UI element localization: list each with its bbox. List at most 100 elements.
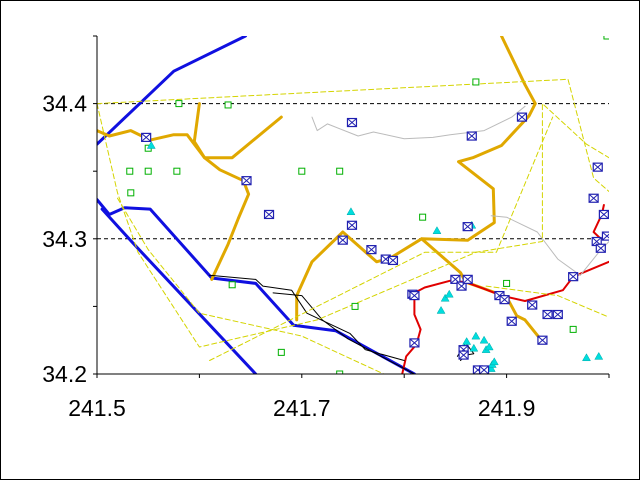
cyan-triangle-marker-2 [432, 226, 442, 234]
line-orange-mid [192, 102, 251, 281]
line-blue-fault-inner [100, 207, 258, 374]
line-orange-east [295, 36, 537, 322]
line-red-fault-east [592, 204, 605, 240]
cyan-triangle-marker-7 [462, 337, 472, 345]
boxed-x-marker-32 [592, 162, 603, 172]
green-square-marker-0 [126, 167, 134, 175]
boxed-x-marker-20 [478, 365, 490, 374]
boxed-x-marker-15 [458, 350, 469, 360]
boxed-x-marker-11 [409, 338, 420, 348]
y-tick-label: 34.4 [42, 91, 87, 117]
green-square-marker-1 [127, 189, 135, 197]
boxed-x-marker-26 [537, 335, 548, 345]
boxed-x-cross-b [410, 291, 419, 300]
boxed-x-marker-25 [527, 300, 538, 310]
line-blue-fault-upper [97, 36, 247, 146]
cyan-triangle-marker-14 [486, 364, 496, 372]
cyan-triangle-marker-1 [346, 207, 356, 216]
boxed-x-cross-b [538, 336, 547, 345]
cyan-triangle-marker-5 [444, 289, 454, 298]
line-yellow-polygon-3 [209, 116, 554, 361]
green-square-marker-2 [144, 167, 152, 175]
boxed-x-cross-b [593, 163, 603, 172]
line-gray-road-east [490, 215, 609, 276]
boxed-x-marker-17 [462, 274, 473, 284]
line-yellow-polygon-4 [485, 285, 609, 318]
boxed-x-cross-b [367, 245, 376, 254]
boxed-x-marker-35 [601, 231, 609, 241]
boxed-x-marker-30 [588, 193, 599, 203]
boxed-x-marker-28 [552, 309, 563, 320]
boxed-x-cross-b [543, 310, 552, 319]
green-square-marker-11 [336, 370, 344, 374]
boxed-x-cross-b [347, 221, 357, 230]
boxed-x-cross-b [589, 194, 598, 203]
cyan-triangle-marker-4 [440, 293, 450, 302]
boxed-x-marker-3 [337, 235, 348, 245]
cyan-triangle-marker-16 [489, 357, 499, 366]
cyan-triangle-marker-3 [436, 305, 446, 314]
green-square-marker-7 [228, 281, 236, 289]
boxed-x-cross-b [596, 244, 606, 253]
boxed-x-cross-b [500, 295, 509, 304]
boxed-x-cross-b [242, 176, 251, 185]
boxed-x-cross-b [527, 301, 537, 309]
boxed-x-cross-b [451, 275, 460, 284]
boxed-x-marker-22 [499, 295, 510, 305]
green-square-marker-5 [175, 100, 183, 108]
boxed-x-cross-b [507, 317, 517, 326]
boxed-x-cross-b [338, 236, 348, 245]
boxed-x-cross-b [592, 237, 602, 246]
line-black-road-2 [272, 292, 415, 374]
line-black-road [209, 274, 405, 361]
green-square-marker-12 [351, 302, 359, 310]
green-square-marker-10 [336, 167, 344, 175]
cyan-triangle-marker-10 [471, 331, 481, 340]
boxed-x-marker-33 [595, 243, 606, 253]
cyan-triangle-marker-11 [479, 335, 489, 344]
boxed-x-cross-b [517, 113, 527, 121]
line-yellow-polygon-5 [117, 197, 385, 374]
boxed-x-marker-24 [516, 112, 528, 122]
green-square-marker-9 [298, 167, 306, 175]
line-orange-south [420, 237, 544, 344]
cyan-triangle-marker-13 [484, 342, 494, 351]
boxed-x-cross-b [141, 133, 151, 142]
boxed-x-box [601, 231, 609, 241]
boxed-x-cross-b [495, 291, 504, 300]
green-square-marker-15 [503, 279, 511, 287]
line-orange-west [97, 115, 283, 160]
y-tick-label: 34.3 [42, 226, 87, 252]
line-gray-road [311, 105, 526, 140]
boxed-x-cross-b [264, 210, 274, 219]
boxed-x-marker-8 [387, 255, 399, 266]
cyan-triangle-marker-17 [582, 353, 591, 362]
boxed-x-marker-18 [466, 131, 477, 141]
boxed-x-marker-16 [462, 222, 473, 232]
green-square-marker-17 [603, 36, 609, 40]
boxed-x-cross-b [410, 339, 419, 347]
boxed-x-marker-10 [409, 290, 420, 301]
boxed-x-cross-b [459, 351, 468, 359]
plot-area [97, 36, 609, 374]
cyan-triangle-marker-18 [594, 351, 604, 360]
x-tick-label: 241.5 [68, 395, 126, 421]
x-tick-label: 241.7 [273, 395, 331, 421]
boxed-x-cross-b [479, 366, 489, 374]
boxed-x-cross-b [467, 132, 477, 140]
green-square-marker-16 [569, 325, 577, 333]
cyan-triangle-marker-9 [469, 343, 479, 352]
boxed-x-marker-23 [506, 316, 517, 326]
x-tick-label: 241.9 [478, 395, 536, 421]
axes: 34.2 34.3 34.4 241.5 241.7 241.9 [42, 35, 610, 421]
green-square-marker-13 [419, 213, 427, 221]
boxed-x-cross-b [347, 118, 357, 127]
green-square-marker-4 [173, 167, 181, 175]
boxed-x-marker-4 [346, 117, 358, 128]
green-square-marker-8 [277, 348, 285, 356]
boxed-x-marker-0 [141, 132, 152, 142]
green-square-marker-6 [224, 101, 232, 109]
line-blue-fault-lower [97, 198, 416, 374]
